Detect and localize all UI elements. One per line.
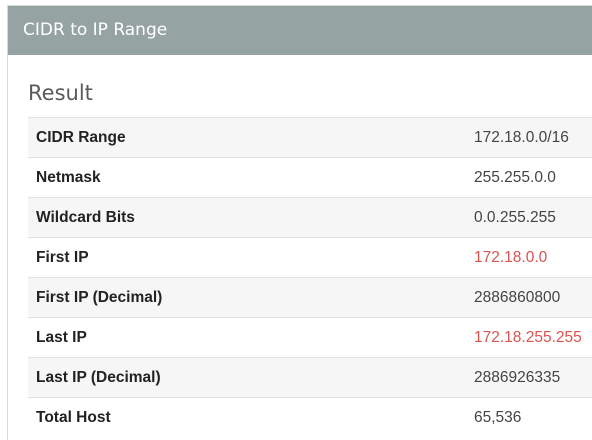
table-row: First IP (Decimal) 2886860800: [28, 277, 592, 318]
cidr-panel: CIDR to IP Range Result CIDR Range 172.1…: [7, 5, 592, 440]
row-value-total-host: 65,536: [466, 397, 592, 438]
panel-header: CIDR to IP Range: [8, 6, 592, 55]
row-value-first-ip: 172.18.0.0: [466, 237, 592, 278]
table-row: Wildcard Bits 0.0.255.255: [28, 197, 592, 238]
row-value-first-ip-decimal: 2886860800: [466, 277, 592, 318]
row-value-last-ip-decimal: 2886926335: [466, 357, 592, 398]
row-value-cidr-range: 172.18.0.0/16: [466, 117, 592, 158]
row-value-last-ip: 172.18.255.255: [466, 317, 592, 358]
row-label-last-ip: Last IP: [28, 317, 466, 358]
row-label-cidr-range: CIDR Range: [28, 117, 466, 158]
row-label-total-host: Total Host: [28, 397, 466, 438]
table-row: Total Host 65,536: [28, 397, 592, 438]
row-label-last-ip-decimal: Last IP (Decimal): [28, 357, 466, 398]
row-label-first-ip-decimal: First IP (Decimal): [28, 277, 466, 318]
table-row: First IP 172.18.0.0: [28, 237, 592, 278]
table-row: CIDR Range 172.18.0.0/16: [28, 117, 592, 158]
table-row: Last IP 172.18.255.255: [28, 317, 592, 358]
result-table: CIDR Range 172.18.0.0/16 Netmask 255.255…: [28, 117, 592, 438]
row-label-wildcard-bits: Wildcard Bits: [28, 197, 466, 238]
row-label-first-ip: First IP: [28, 237, 466, 278]
row-label-netmask: Netmask: [28, 157, 466, 198]
result-title: Result: [28, 81, 93, 105]
table-row: Netmask 255.255.0.0: [28, 157, 592, 198]
table-row: Last IP (Decimal) 2886926335: [28, 357, 592, 398]
row-value-netmask: 255.255.0.0: [466, 157, 592, 198]
row-value-wildcard-bits: 0.0.255.255: [466, 197, 592, 238]
